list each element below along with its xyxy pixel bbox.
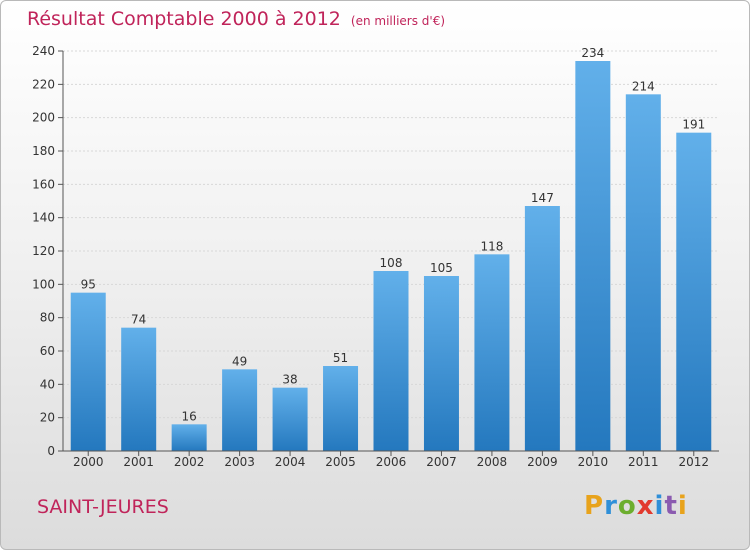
x-tick-label: 2002 bbox=[174, 455, 205, 469]
data-label-2008: 118 bbox=[480, 239, 503, 253]
bar-2009 bbox=[524, 206, 560, 451]
proxiti-logo: Proxiti bbox=[584, 491, 688, 521]
logo-letter: x bbox=[636, 491, 655, 521]
x-tick-label: 2001 bbox=[123, 455, 154, 469]
logo-letter: t bbox=[664, 491, 678, 521]
x-tick-label: 2005 bbox=[325, 455, 356, 469]
bar-2012 bbox=[676, 132, 712, 451]
x-tick-label: 2009 bbox=[527, 455, 558, 469]
y-tick-label: 240 bbox=[32, 44, 55, 58]
title-unit: (en milliers d'€) bbox=[350, 14, 446, 28]
y-tick-label: 0 bbox=[47, 444, 55, 458]
bar-2001 bbox=[121, 327, 157, 451]
y-tick-label: 60 bbox=[40, 344, 55, 358]
data-label-2003: 49 bbox=[232, 354, 247, 368]
y-tick-label: 120 bbox=[32, 244, 55, 258]
bar-2010 bbox=[575, 61, 611, 451]
y-tick-label: 160 bbox=[32, 177, 55, 191]
data-label-2000: 95 bbox=[81, 278, 96, 292]
y-tick-label: 220 bbox=[32, 77, 55, 91]
x-tick-label: 2000 bbox=[73, 455, 104, 469]
title-main: Résultat Comptable 2000 à 2012 bbox=[27, 8, 341, 30]
y-tick-label: 40 bbox=[40, 377, 55, 391]
commune-name: SAINT-JEURES bbox=[37, 496, 169, 518]
y-tick-label: 180 bbox=[32, 144, 55, 158]
bar-2005 bbox=[323, 366, 359, 451]
data-label-2004: 38 bbox=[282, 373, 297, 387]
x-tick-label: 2011 bbox=[628, 455, 659, 469]
data-label-2002: 16 bbox=[182, 409, 197, 423]
y-tick-label: 100 bbox=[32, 277, 55, 291]
bar-2006 bbox=[373, 271, 409, 451]
x-tick-label: 2007 bbox=[426, 455, 457, 469]
x-tick-label: 2008 bbox=[477, 455, 508, 469]
data-label-2005: 51 bbox=[333, 351, 348, 365]
y-tick-label: 140 bbox=[32, 211, 55, 225]
y-tick-label: 80 bbox=[40, 311, 55, 325]
bar-2007 bbox=[423, 276, 459, 451]
logo-letter: r bbox=[604, 491, 618, 521]
x-axis: 2000 2001 2002 2003 2004 2005 2006 2007 2008 2009… bbox=[63, 450, 719, 469]
y-tick-label: 20 bbox=[40, 411, 55, 425]
data-label-2007: 105 bbox=[430, 261, 453, 275]
data-label-2010: 234 bbox=[581, 46, 604, 60]
logo-letter: P bbox=[584, 491, 605, 521]
bars: 95 74 16 49 38 51 108 105 118 147 234 214 191 bbox=[70, 46, 712, 451]
x-tick-label: 2004 bbox=[275, 455, 306, 469]
chart-title: Résultat Comptable 2000 à 2012 (en millie… bbox=[27, 8, 445, 30]
bar-2011 bbox=[625, 94, 661, 451]
logo-letter: o bbox=[617, 491, 637, 521]
y-axis: 0 20 40 60 80 100 120 140 160 180 200 220 240 bbox=[32, 44, 64, 458]
x-tick-label: 2003 bbox=[224, 455, 255, 469]
data-label-2012: 191 bbox=[682, 118, 705, 132]
data-label-2006: 108 bbox=[380, 256, 403, 270]
logo-letter: i bbox=[677, 491, 688, 521]
bar-2004 bbox=[272, 387, 308, 451]
bar-2008 bbox=[474, 254, 510, 451]
bar-2002 bbox=[171, 424, 207, 451]
x-tick-label: 2006 bbox=[376, 455, 407, 469]
data-label-2009: 147 bbox=[531, 191, 554, 205]
bar-2000 bbox=[70, 292, 106, 451]
bar-2003 bbox=[222, 369, 258, 451]
x-tick-label: 2012 bbox=[678, 455, 709, 469]
y-tick-label: 200 bbox=[32, 111, 55, 125]
data-label-2001: 74 bbox=[131, 313, 146, 327]
logo-letter: i bbox=[654, 491, 665, 521]
x-tick-label: 2010 bbox=[578, 455, 609, 469]
data-label-2011: 214 bbox=[632, 79, 655, 93]
